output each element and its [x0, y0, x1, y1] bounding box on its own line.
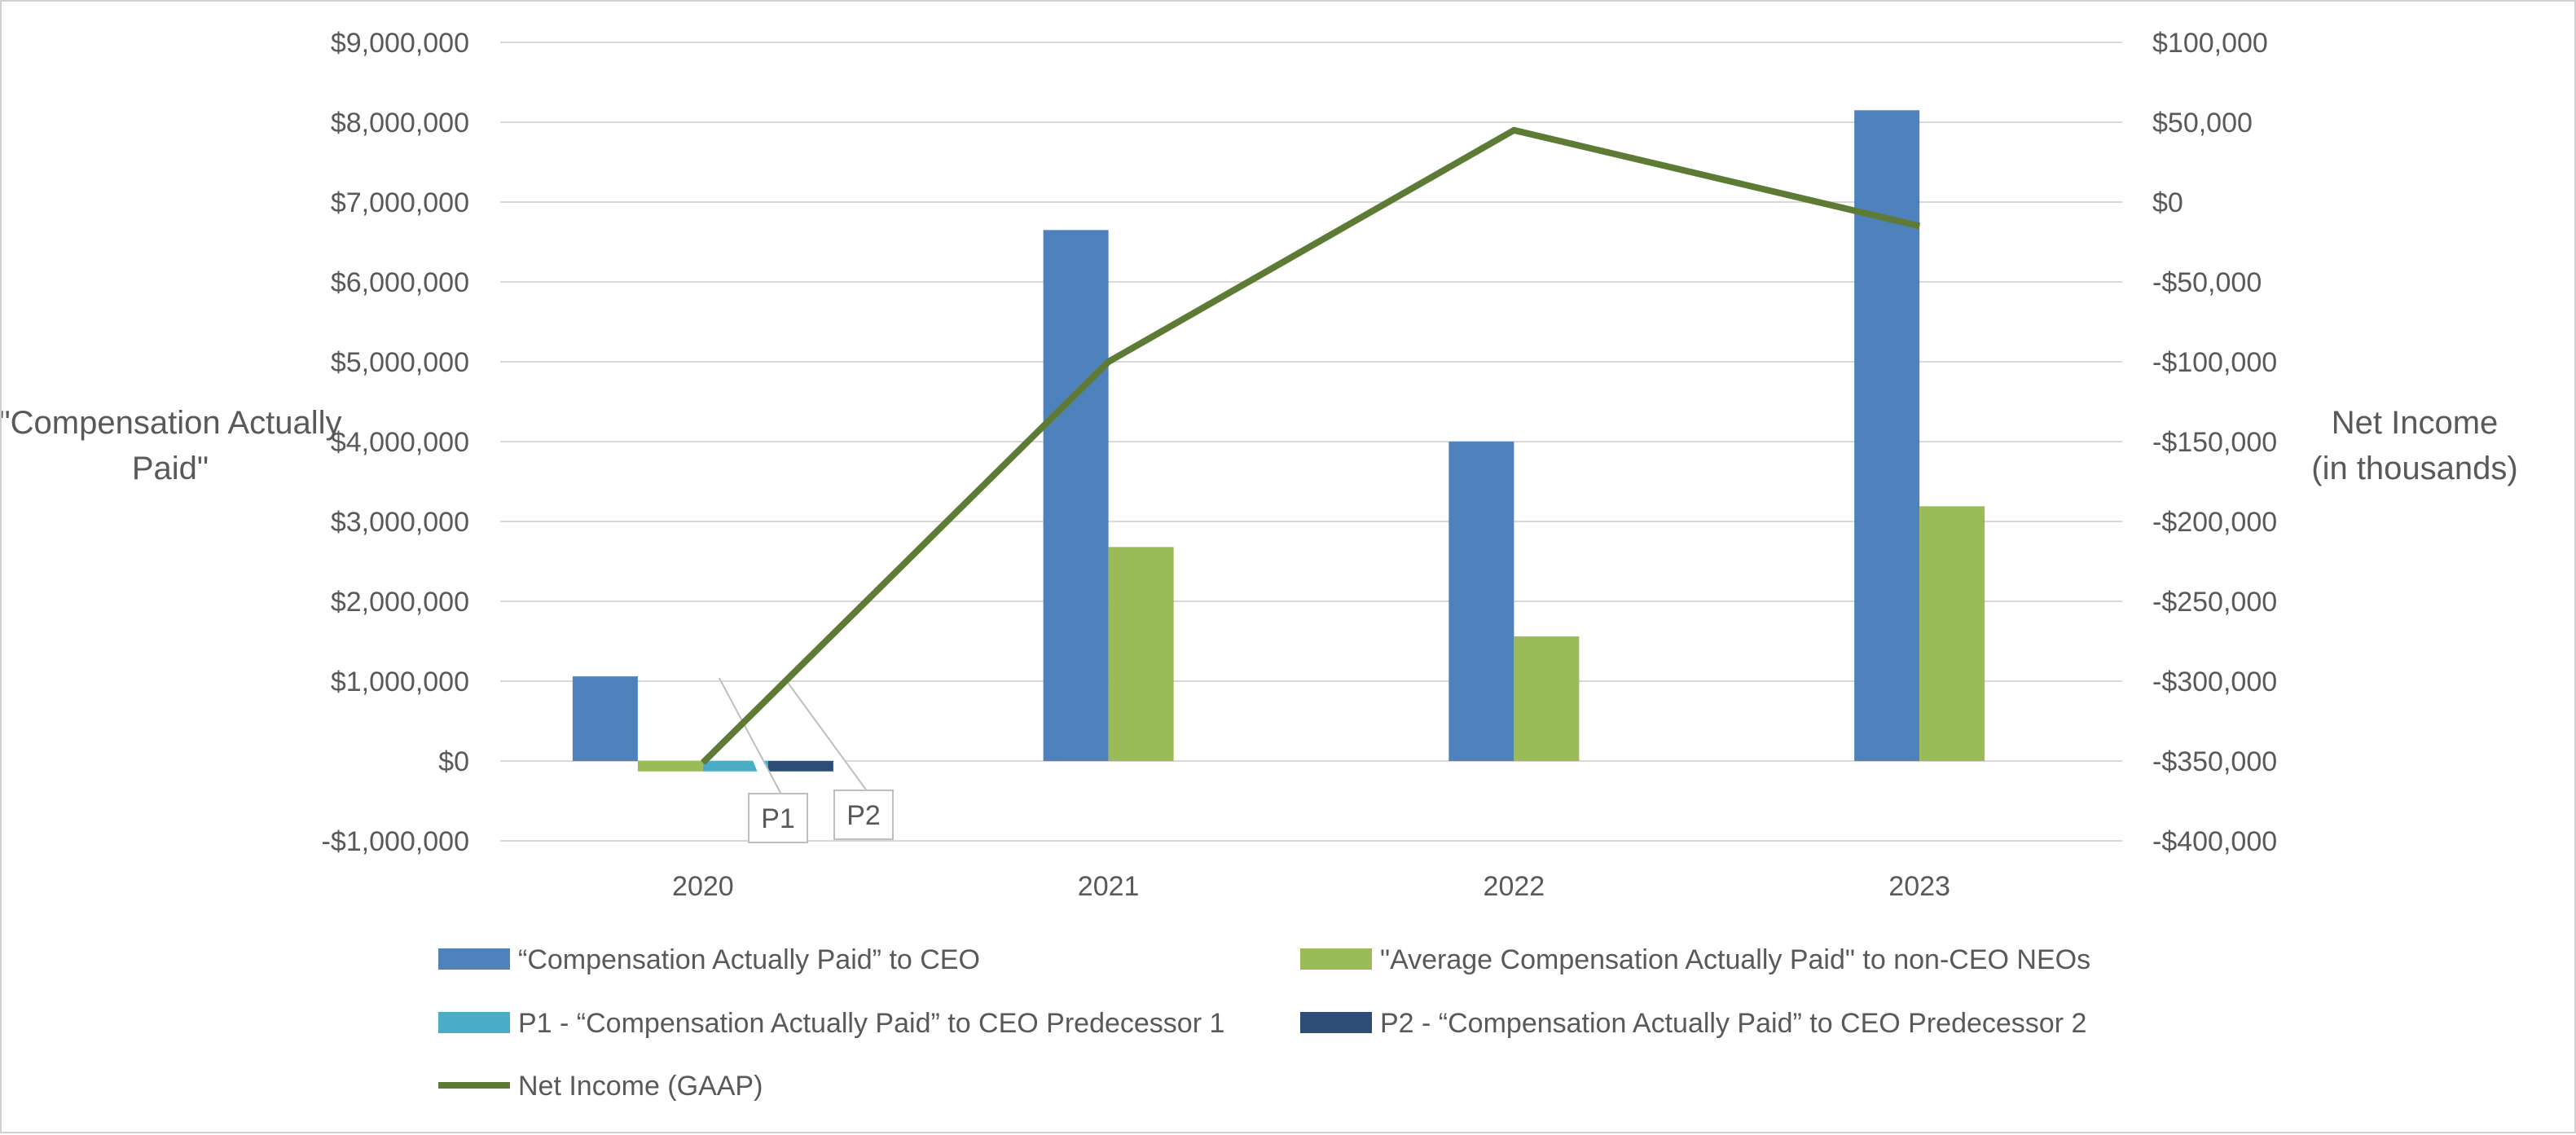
legend-label-1: "Average Compensation Actually Paid" to …	[1380, 944, 2090, 975]
y2-tick-label: $0	[2152, 187, 2183, 218]
callout-p1-box	[748, 793, 808, 843]
bar-1-2021	[1108, 547, 1174, 761]
y-tick-label: $6,000,000	[331, 267, 469, 298]
bar-0-2023	[1854, 110, 1920, 762]
legend-label-4: Net Income (GAAP)	[518, 1071, 763, 1102]
bar-1-2020	[637, 761, 703, 772]
legend-swatch-0	[438, 948, 510, 970]
y-tick-label: $3,000,000	[331, 507, 469, 538]
legend-label-2: P1 - “Compensation Actually Paid” to CEO…	[518, 1008, 1224, 1039]
y2-tick-label: -$100,000	[2152, 347, 2277, 378]
y2-axis-title: Net Income (in thousands)	[2311, 405, 2517, 486]
legend-swatch-1	[1300, 948, 1372, 970]
y-tick-label: $7,000,000	[331, 187, 469, 218]
legend-label-0: “Compensation Actually Paid” to CEO	[518, 944, 980, 975]
y-tick-label: $4,000,000	[331, 427, 469, 458]
bar-0-2020	[572, 676, 638, 761]
callout-p2-box	[833, 790, 894, 840]
x-tick-label: 2020	[672, 871, 734, 902]
y-tick-label: $9,000,000	[331, 28, 469, 59]
bar-1-2022	[1514, 636, 1580, 761]
y2-tick-label: -$300,000	[2152, 666, 2277, 697]
y-tick-label: $5,000,000	[331, 347, 469, 378]
y2-tick-label: $100,000	[2152, 28, 2268, 59]
net-income-point-2021	[1108, 361, 1110, 363]
x-tick-label: 2021	[1078, 871, 1140, 902]
bar-1-2023	[1919, 506, 1985, 761]
y2-tick-label: -$50,000	[2152, 267, 2262, 298]
y2-tick-label: -$250,000	[2152, 587, 2277, 618]
bar-3-2020	[767, 761, 833, 772]
x-tick-label: 2022	[1484, 871, 1545, 902]
y-axis-title: "Compensation Actually Paid"	[2, 405, 342, 486]
net-income-line	[701, 126, 1921, 765]
bar-0-2022	[1448, 442, 1514, 761]
legend-label-3: P2 - “Compensation Actually Paid” to CEO…	[1380, 1008, 2086, 1039]
y-tick-label: $0	[438, 746, 469, 777]
y-tick-label: $2,000,000	[331, 587, 469, 618]
callout-p2-pointer	[784, 677, 868, 791]
y-tick-label: -$1,000,000	[322, 826, 470, 857]
y-tick-label: $1,000,000	[331, 666, 469, 697]
y2-tick-label: -$350,000	[2152, 746, 2277, 777]
bar-2-2020	[702, 761, 768, 772]
x-tick-label: 2023	[1888, 871, 1950, 902]
callout-p1-label: P1	[761, 803, 795, 834]
net-income-point-2020	[702, 762, 704, 763]
y-tick-label: $8,000,000	[331, 108, 469, 139]
bar-0-2021	[1043, 230, 1109, 761]
y2-tick-label: -$150,000	[2152, 427, 2277, 458]
y2-tick-label: -$200,000	[2152, 507, 2277, 538]
legend-swatch-2	[438, 1012, 510, 1033]
net-income-point-2023	[1919, 225, 1920, 227]
y2-tick-label: -$400,000	[2152, 826, 2277, 857]
legend-swatch-3	[1300, 1012, 1372, 1033]
callout-p2-label: P2	[846, 800, 881, 831]
y2-tick-label: $50,000	[2152, 108, 2253, 139]
